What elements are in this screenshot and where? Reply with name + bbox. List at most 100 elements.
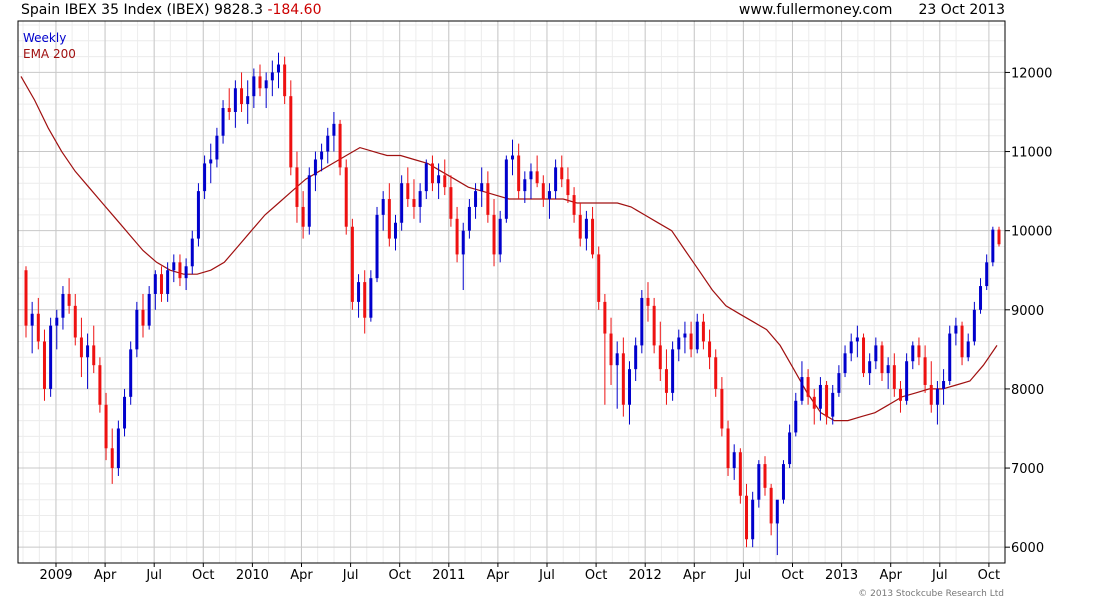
candles [24, 52, 1001, 556]
candle-body [258, 76, 262, 89]
candle-body [566, 179, 570, 196]
candle-body [634, 345, 638, 370]
candle-body [350, 226, 354, 302]
candle-body [276, 64, 280, 73]
candle-body [812, 396, 816, 409]
candle-body [320, 151, 324, 160]
candle-body [714, 357, 718, 389]
candle-body [209, 159, 213, 164]
candle-body [664, 369, 668, 393]
candle-body [326, 135, 330, 152]
candle-body [270, 72, 274, 81]
candle-body [868, 361, 872, 374]
candle-body [123, 396, 127, 429]
x-tick-label: Jul [931, 568, 948, 583]
candle-body [671, 349, 675, 393]
x-tick-label: 2010 [236, 568, 269, 583]
x-tick-label: Jul [342, 568, 359, 583]
copyright: © 2013 Stockcube Research Ltd [858, 589, 1004, 599]
candle-body [455, 218, 459, 255]
candle-body [554, 167, 558, 192]
candle-body [837, 373, 841, 393]
candle-body [942, 381, 946, 389]
x-tick-label: 2013 [825, 568, 858, 583]
candle-body [517, 155, 521, 192]
candle-body [726, 428, 730, 469]
candle-body [104, 404, 108, 449]
candle-body [24, 270, 28, 326]
candle-body [751, 499, 755, 540]
candle-body [800, 377, 804, 401]
x-tick-label: 2011 [432, 568, 465, 583]
candle-body [437, 175, 441, 184]
candle-body [738, 452, 742, 496]
candle-body [196, 191, 200, 239]
y-axis: 6000 7000 8000 9000 10000 11000 12000 [1005, 66, 1052, 556]
candle-body [486, 183, 490, 215]
candle-body [788, 432, 792, 465]
x-tick-label: Apr [290, 568, 313, 583]
candle-body [406, 183, 410, 200]
candle-body [769, 487, 773, 524]
candle-body [92, 345, 96, 366]
candle-body [985, 262, 989, 287]
ema-line-group [20, 76, 998, 422]
candle-body [30, 313, 34, 326]
title-text: Spain IBEX 35 Index (IBEX) 9828.3 [21, 2, 263, 18]
x-tick-label: Apr [879, 568, 902, 583]
x-tick-label: Oct [978, 568, 1000, 583]
candle-body [344, 167, 348, 227]
candle-body [960, 325, 964, 358]
candle-body [135, 309, 139, 350]
x-tick-label: Jul [538, 568, 555, 583]
candle-body [578, 214, 582, 239]
candle-body [855, 337, 859, 342]
candle-body [923, 357, 927, 385]
site-link[interactable]: www.fullermoney.com [738, 2, 893, 18]
candle-body [172, 262, 176, 271]
candle-body [498, 218, 502, 255]
candle-body [646, 297, 650, 306]
candle-body [677, 337, 681, 350]
candle-body [116, 428, 120, 469]
candle-body [603, 301, 607, 334]
x-tick-label: Oct [192, 568, 214, 583]
candle-body [55, 317, 59, 326]
x-tick-label: Apr [683, 568, 706, 583]
candle-body [831, 392, 835, 417]
candle-body [387, 199, 391, 239]
candle-body [560, 167, 564, 180]
candle-body [67, 293, 71, 306]
candle-body [745, 495, 749, 540]
y-tick-label: 6000 [1011, 541, 1044, 556]
candle-body [929, 384, 933, 405]
candle-body [338, 123, 342, 168]
candle-body [141, 309, 145, 326]
candle-body [905, 361, 909, 401]
candle-body [61, 293, 65, 318]
candle-body [363, 282, 367, 318]
candle-body [849, 341, 853, 354]
candle-body [129, 349, 133, 397]
candle-body [892, 365, 896, 389]
y-tick-label: 12000 [1011, 66, 1052, 81]
candle-body [720, 388, 724, 429]
candle-body [523, 179, 527, 192]
candle-body [221, 108, 225, 136]
candle-body [708, 341, 712, 358]
candle-body [480, 183, 484, 192]
candle-body [147, 293, 151, 326]
candle-body [461, 230, 465, 255]
candle-body [400, 183, 404, 223]
candle-body [529, 171, 533, 180]
candle-body [184, 266, 188, 279]
candle-body [240, 88, 244, 105]
candle-body [381, 199, 385, 215]
candle-body [640, 297, 644, 346]
candle-body [178, 262, 182, 279]
ema-line [20, 76, 998, 422]
candle-body [972, 309, 976, 342]
header-right: www.fullermoney.com 23 Oct 2013 [739, 1, 1005, 19]
candle-body [369, 278, 373, 318]
candle-body [393, 222, 397, 239]
